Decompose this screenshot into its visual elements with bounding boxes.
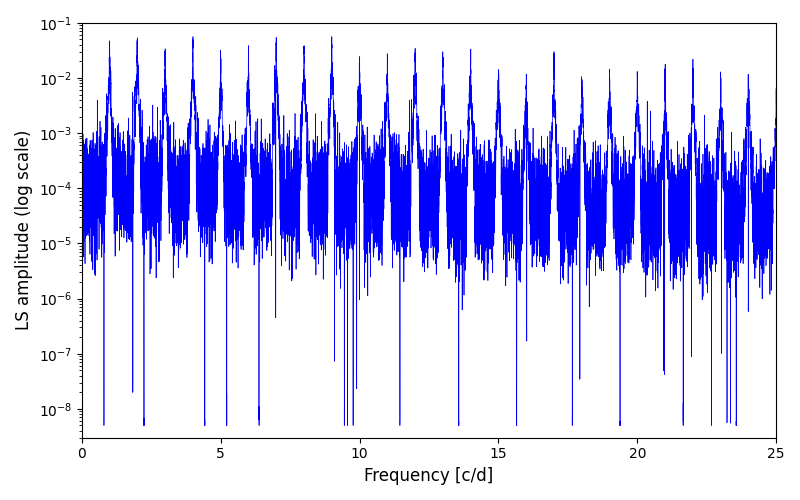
Y-axis label: LS amplitude (log scale): LS amplitude (log scale) <box>15 130 33 330</box>
X-axis label: Frequency [c/d]: Frequency [c/d] <box>364 467 494 485</box>
